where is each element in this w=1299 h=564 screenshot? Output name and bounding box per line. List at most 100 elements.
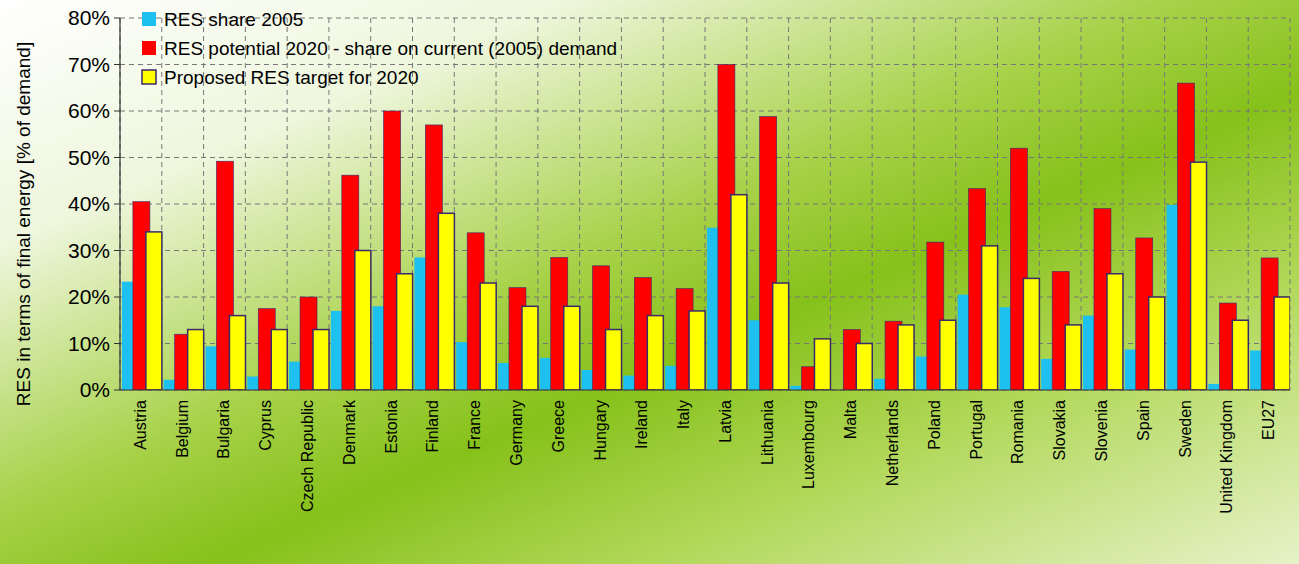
x-tick-label: Greece: [550, 400, 567, 453]
bar: [790, 386, 801, 390]
bar: [665, 366, 676, 390]
category-grid-line: [830, 18, 831, 390]
bar: [397, 274, 413, 390]
bar: [1107, 274, 1123, 390]
legend-label: RES share 2005: [164, 9, 303, 30]
x-axis: [120, 389, 1290, 390]
legend-swatch: [142, 12, 156, 26]
bar: [1191, 162, 1207, 390]
bar: [1274, 297, 1290, 390]
bar: [689, 311, 705, 390]
bar: [205, 346, 216, 390]
legend-swatch: [142, 70, 156, 84]
bars: [122, 65, 1290, 391]
bar: [1250, 350, 1261, 390]
x-tick-label: Lithuania: [759, 400, 776, 465]
tick-mark: [114, 157, 120, 158]
legend-label: RES potential 2020 - share on current (2…: [164, 38, 617, 59]
x-tick-label: Portugal: [968, 400, 985, 460]
x-tick-label: Romania: [1009, 400, 1026, 464]
bar: [313, 330, 329, 390]
x-tick-label: Malta: [842, 400, 859, 439]
x-tick-label: Czech Republic: [299, 400, 316, 512]
bar: [606, 330, 622, 390]
bar: [271, 330, 287, 390]
grid-line: [120, 64, 1290, 65]
bar: [1023, 278, 1039, 390]
x-tick-label: Poland: [926, 400, 943, 450]
bar: [1065, 325, 1081, 390]
y-tick-label: 60%: [68, 99, 110, 122]
y-tick-label: 80%: [68, 6, 110, 29]
category-grid-line: [120, 18, 121, 390]
bar: [355, 251, 371, 391]
grid-line: [120, 390, 1290, 391]
bar: [331, 311, 342, 390]
y-axis: [119, 18, 120, 390]
grid-line: [120, 250, 1290, 251]
bar: [982, 246, 998, 390]
bar: [498, 363, 509, 390]
x-tick-label: Spain: [1135, 400, 1152, 441]
bar: [373, 306, 384, 390]
legend-swatch: [142, 41, 156, 55]
bar: [749, 320, 760, 390]
background: [0, 0, 1299, 564]
bar: [999, 307, 1010, 390]
bar: [247, 377, 258, 390]
x-tick-label: Finland: [424, 400, 441, 452]
grid-line: [120, 157, 1290, 158]
tick-mark: [114, 250, 120, 251]
y-tick-label: 30%: [68, 239, 110, 262]
y-tick-label: 50%: [68, 146, 110, 169]
bar: [522, 306, 538, 390]
x-tick-label: Hungary: [592, 400, 609, 460]
x-tick-label: Netherlands: [884, 400, 901, 486]
bar: [564, 306, 580, 390]
x-tick-label: Latvia: [717, 400, 734, 443]
bar: [623, 376, 634, 390]
y-axis-title: RES in terms of final energy [% of deman…: [13, 42, 34, 406]
bar: [480, 283, 496, 390]
bar: [146, 232, 162, 390]
legend-label: Proposed RES target for 2020: [164, 67, 419, 88]
x-tick-label: Germany: [508, 400, 525, 466]
y-tick-label: 0%: [80, 378, 110, 401]
bar: [289, 362, 300, 390]
x-tick-label: Slovenia: [1093, 400, 1110, 461]
x-tick-label: Luxembourg: [800, 400, 817, 489]
y-tick-label: 40%: [68, 192, 110, 215]
bar: [456, 342, 467, 390]
bar: [874, 379, 885, 390]
bar: [438, 213, 454, 390]
tick-mark: [114, 64, 120, 65]
bar: [1041, 359, 1052, 390]
x-tick-label: Denmark: [341, 399, 358, 465]
x-tick-label: Austria: [132, 400, 149, 450]
y-tick-label: 10%: [68, 332, 110, 355]
bar: [414, 257, 425, 390]
tick-mark: [114, 390, 120, 391]
bar: [940, 320, 956, 390]
bar: [229, 316, 245, 390]
tick-mark: [114, 343, 120, 344]
x-tick-label: Cyprus: [257, 400, 274, 451]
x-tick-label: Belgium: [174, 400, 191, 458]
tick-mark: [114, 18, 120, 19]
bar: [856, 344, 872, 391]
y-tick-label: 20%: [68, 285, 110, 308]
bar: [122, 282, 133, 390]
bar: [773, 283, 789, 390]
bar: [1083, 316, 1094, 390]
bar: [916, 357, 927, 390]
x-tick-label: EU27: [1260, 400, 1277, 440]
bar: [582, 370, 593, 390]
y-tick-label: 70%: [68, 53, 110, 76]
bar: [707, 228, 718, 390]
bar: [731, 195, 747, 390]
tick-mark: [114, 204, 120, 205]
x-tick-label: France: [466, 400, 483, 450]
grid-line: [120, 204, 1290, 205]
x-tick-label: Sweden: [1177, 400, 1194, 458]
x-tick-label: Ireland: [633, 400, 650, 449]
